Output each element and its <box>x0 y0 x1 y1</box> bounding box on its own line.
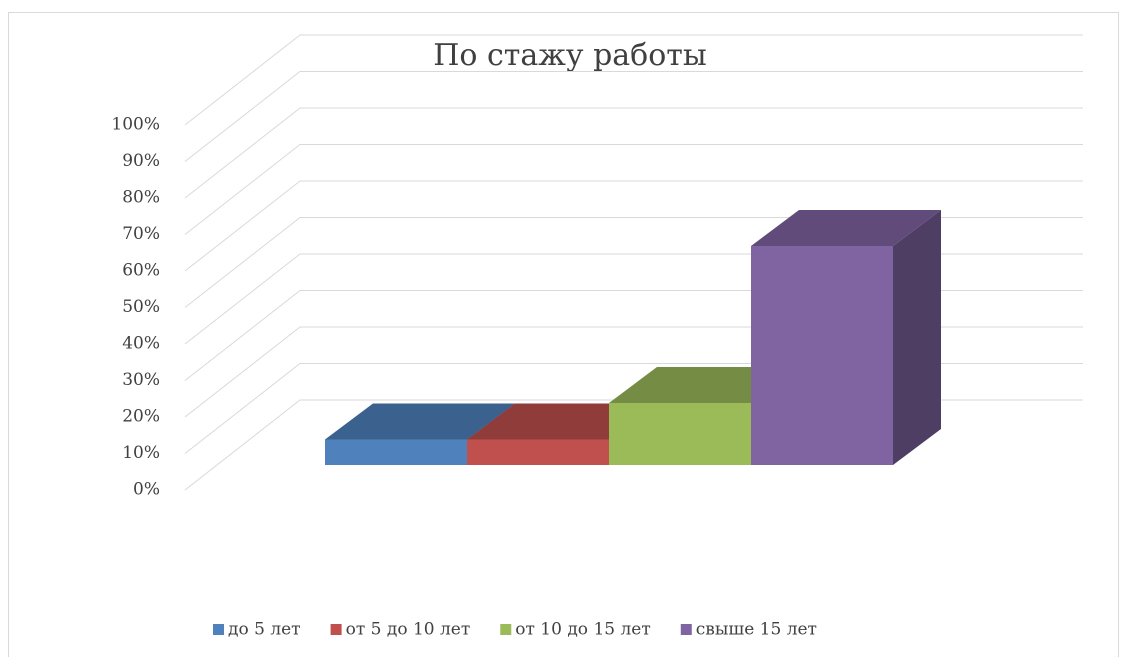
legend-swatch <box>213 624 224 635</box>
grid-line <box>184 144 1083 235</box>
y-tick-label: 30% <box>122 370 160 390</box>
bar-side <box>893 210 941 465</box>
y-tick-label: 60% <box>122 261 160 281</box>
legend-label: до 5 лет <box>228 620 301 640</box>
chart-border <box>8 12 1119 657</box>
bar <box>467 439 609 465</box>
bar <box>609 402 751 465</box>
chart-title: По стажу работы <box>433 38 707 73</box>
grid-line <box>184 107 1083 199</box>
bar <box>325 439 467 465</box>
legend-label: от 5 до 10 лет <box>346 620 471 640</box>
legend-swatch <box>680 624 692 635</box>
bar-top <box>325 403 515 440</box>
grid-line <box>184 34 1083 126</box>
y-tick-label: 70% <box>122 224 160 244</box>
y-tick-label: 50% <box>122 297 160 317</box>
bar-top <box>751 210 941 246</box>
grid-line <box>184 71 1083 162</box>
y-tick-label: 0% <box>133 480 160 500</box>
legend-swatch <box>330 624 342 635</box>
y-tick-label: 80% <box>122 188 160 208</box>
legend-label: от 10 до 15 лет <box>515 620 651 640</box>
grid-line <box>184 180 1083 272</box>
bar <box>751 246 893 465</box>
y-tick-label: 40% <box>122 334 160 354</box>
legend-label: свыше 15 лет <box>696 620 817 640</box>
y-tick-label: 20% <box>122 407 160 427</box>
y-tick-label: 90% <box>122 151 160 171</box>
legend-swatch <box>500 624 512 635</box>
y-tick-label: 100% <box>111 115 160 135</box>
y-tick-label: 10% <box>122 443 160 463</box>
